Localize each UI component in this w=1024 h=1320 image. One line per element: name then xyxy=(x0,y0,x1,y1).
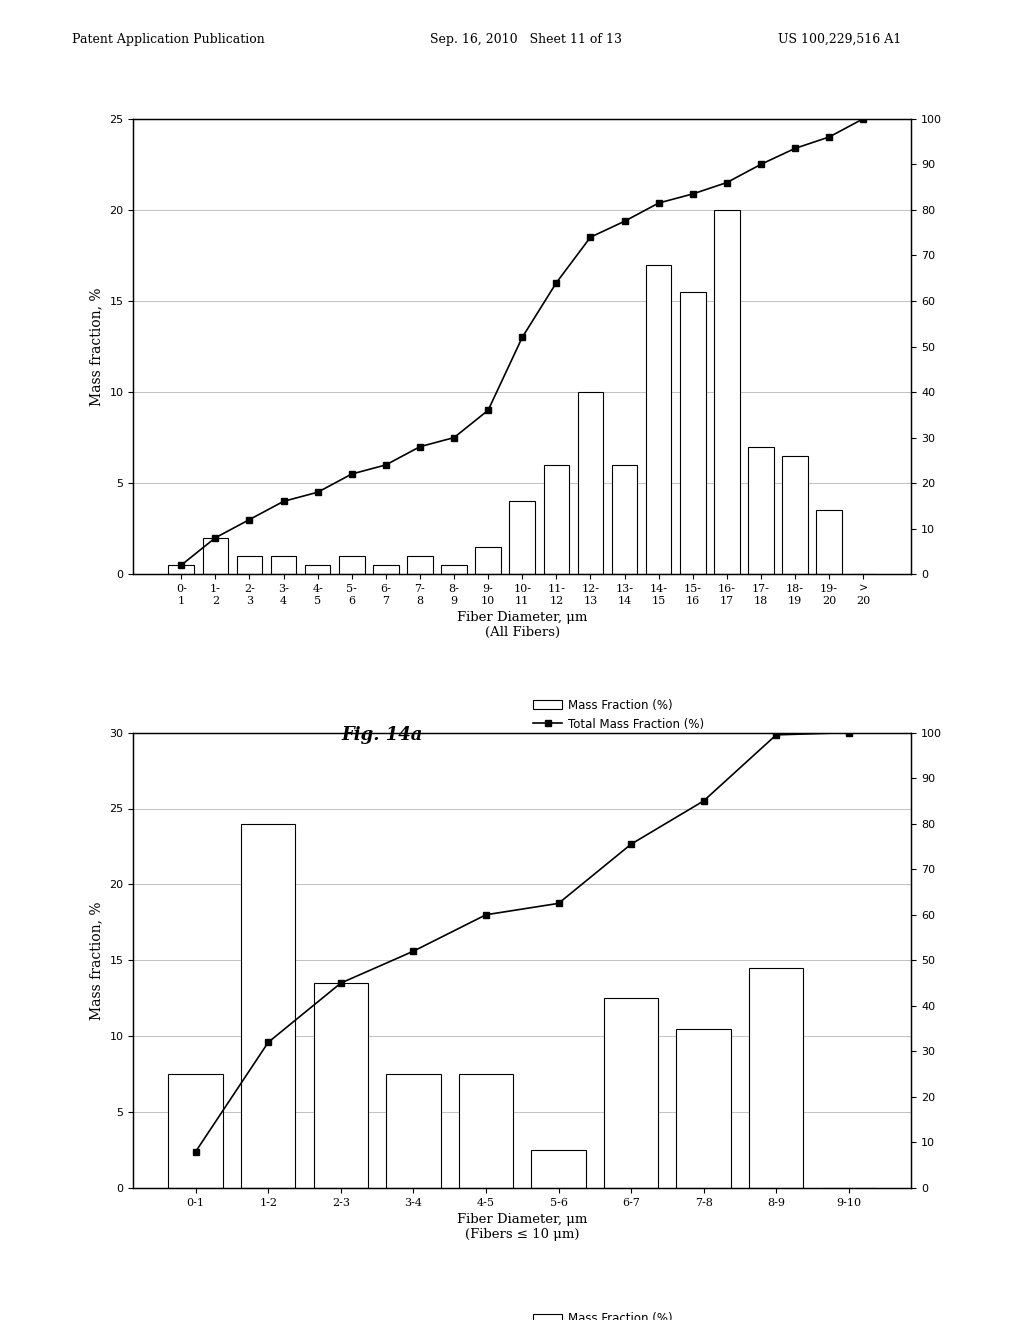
Bar xyxy=(386,1074,440,1188)
Bar xyxy=(646,264,672,574)
Bar xyxy=(714,210,739,574)
Bar xyxy=(604,998,658,1188)
Bar xyxy=(816,511,842,574)
Bar xyxy=(313,983,368,1188)
Bar xyxy=(475,546,501,574)
Bar xyxy=(373,565,398,574)
Bar xyxy=(680,292,706,574)
Bar xyxy=(241,824,296,1188)
Bar xyxy=(408,556,433,574)
Text: Patent Application Publication: Patent Application Publication xyxy=(72,33,264,46)
Bar xyxy=(305,565,331,574)
X-axis label: Fiber Diameter, μm
(All Fibers): Fiber Diameter, μm (All Fibers) xyxy=(457,611,588,639)
Bar xyxy=(169,1074,223,1188)
Bar xyxy=(203,537,228,574)
Bar xyxy=(441,565,467,574)
Bar xyxy=(270,556,296,574)
Bar xyxy=(578,392,603,574)
Bar xyxy=(237,556,262,574)
Bar xyxy=(339,556,365,574)
Y-axis label: Mass fraction, %: Mass fraction, % xyxy=(90,902,103,1019)
Bar xyxy=(459,1074,513,1188)
Text: US 100,229,516 A1: US 100,229,516 A1 xyxy=(778,33,901,46)
Bar xyxy=(544,465,569,574)
Bar xyxy=(677,1028,731,1188)
Bar xyxy=(782,455,808,574)
Bar xyxy=(169,565,195,574)
X-axis label: Fiber Diameter, μm
(Fibers ≤ 10 μm): Fiber Diameter, μm (Fibers ≤ 10 μm) xyxy=(457,1213,588,1241)
Bar xyxy=(531,1150,586,1188)
Bar xyxy=(611,465,637,574)
Text: Sep. 16, 2010   Sheet 11 of 13: Sep. 16, 2010 Sheet 11 of 13 xyxy=(430,33,622,46)
Bar xyxy=(749,446,774,574)
Bar xyxy=(510,502,535,574)
Y-axis label: Mass fraction, %: Mass fraction, % xyxy=(90,288,103,405)
Legend: Mass Fraction (%), Total Mass Fraction (%): Mass Fraction (%), Total Mass Fraction (… xyxy=(528,1308,710,1320)
Legend: Mass Fraction (%), Total Mass Fraction (%): Mass Fraction (%), Total Mass Fraction (… xyxy=(528,694,710,735)
Text: Fig. 14a: Fig. 14a xyxy=(341,726,423,744)
Bar xyxy=(749,968,804,1188)
